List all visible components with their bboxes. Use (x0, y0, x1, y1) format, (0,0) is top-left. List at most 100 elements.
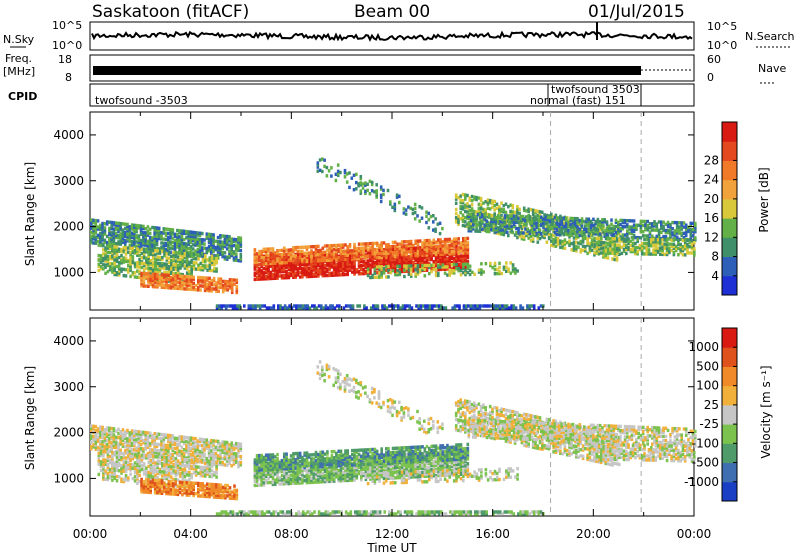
range-cell (466, 242, 470, 247)
range-cell (602, 241, 605, 245)
range-cell (174, 272, 178, 276)
range-cell (522, 208, 526, 212)
range-cell (502, 208, 506, 212)
range-cell (418, 239, 422, 243)
range-cell (512, 304, 516, 308)
range-cell (360, 265, 363, 270)
range-cell (482, 201, 485, 205)
range-cell (181, 272, 184, 277)
range-cell (129, 264, 132, 268)
range-cell (108, 261, 112, 266)
range-cell (459, 194, 462, 198)
range-cell (509, 211, 512, 216)
range-cell (119, 234, 122, 238)
range-cell (466, 247, 470, 251)
range-cell (559, 245, 562, 249)
range-cell (120, 249, 123, 254)
range-cell (670, 242, 673, 246)
range-cell (500, 232, 503, 236)
range-cell (321, 252, 325, 257)
range-cell (174, 251, 178, 255)
range-cell (428, 256, 431, 260)
range-cell (201, 238, 204, 242)
range-cell (412, 260, 415, 265)
range-cell (660, 230, 663, 235)
range-cell (119, 221, 122, 226)
range-cell (285, 255, 288, 259)
range-cell (606, 243, 610, 247)
range-cell (294, 265, 297, 269)
range-cell (201, 266, 205, 270)
range-cell (328, 246, 331, 250)
range-cell (117, 267, 121, 271)
range-cell (301, 271, 304, 275)
range-cell (178, 247, 181, 251)
range-cell (369, 271, 372, 275)
range-cell (328, 248, 331, 252)
range-cell (448, 259, 451, 263)
range-cell (314, 264, 318, 268)
range-cell (217, 285, 220, 289)
range-cell (416, 249, 420, 254)
range-cell (225, 241, 229, 245)
range-cell (167, 260, 171, 265)
cpid-strip (89, 83, 695, 107)
range-cell (174, 284, 177, 288)
range-cell (549, 226, 552, 230)
range-cell (258, 277, 261, 281)
freq-left-tick-bottom: 8 (65, 71, 72, 84)
range-cell (196, 239, 200, 243)
range-cell (147, 250, 150, 254)
range-cell (677, 246, 680, 251)
range-cell (319, 248, 322, 253)
range-cell (327, 169, 331, 173)
range-cell (694, 236, 697, 240)
range-cell (457, 216, 460, 220)
range-cell (174, 286, 177, 290)
range-cell (296, 263, 300, 267)
range-cell (353, 268, 356, 272)
range-cell (182, 248, 186, 252)
range-cell (475, 224, 478, 229)
range-cell (522, 206, 526, 210)
range-cell (140, 284, 143, 288)
range-cell (357, 259, 361, 264)
range-cell (527, 236, 530, 240)
range-cell (154, 263, 157, 267)
range-cell (110, 227, 113, 231)
range-cell (147, 276, 150, 280)
range-cell (210, 280, 214, 285)
range-cell (139, 242, 143, 247)
range-cell (124, 239, 127, 243)
range-cell (319, 272, 322, 276)
range-cell (412, 254, 415, 259)
range-cell (194, 253, 198, 257)
range-cell (153, 240, 156, 244)
range-cell (110, 224, 113, 229)
range-cell (511, 206, 515, 210)
range-cell (253, 273, 257, 277)
range-cell (362, 248, 365, 252)
range-cell (170, 267, 173, 271)
range-cell (208, 266, 212, 271)
range-cell (283, 265, 286, 270)
range-cell (317, 244, 320, 249)
range-cell (400, 248, 404, 252)
range-cell (172, 250, 175, 255)
range-cell (260, 262, 263, 266)
range-cell (170, 262, 173, 267)
colorbar-tick-label: 16 (704, 211, 719, 225)
range-cell (172, 271, 175, 276)
range-cell (110, 237, 113, 241)
range-cell (172, 278, 175, 282)
range-cell (303, 251, 306, 255)
range-cell (167, 240, 170, 244)
range-cell (341, 253, 345, 258)
range-cell (579, 248, 583, 252)
range-cell (162, 247, 166, 252)
range-cell (518, 234, 521, 238)
range-cell (403, 257, 406, 261)
range-cell (274, 261, 277, 265)
range-cell (509, 271, 513, 275)
range-cell (569, 222, 572, 227)
